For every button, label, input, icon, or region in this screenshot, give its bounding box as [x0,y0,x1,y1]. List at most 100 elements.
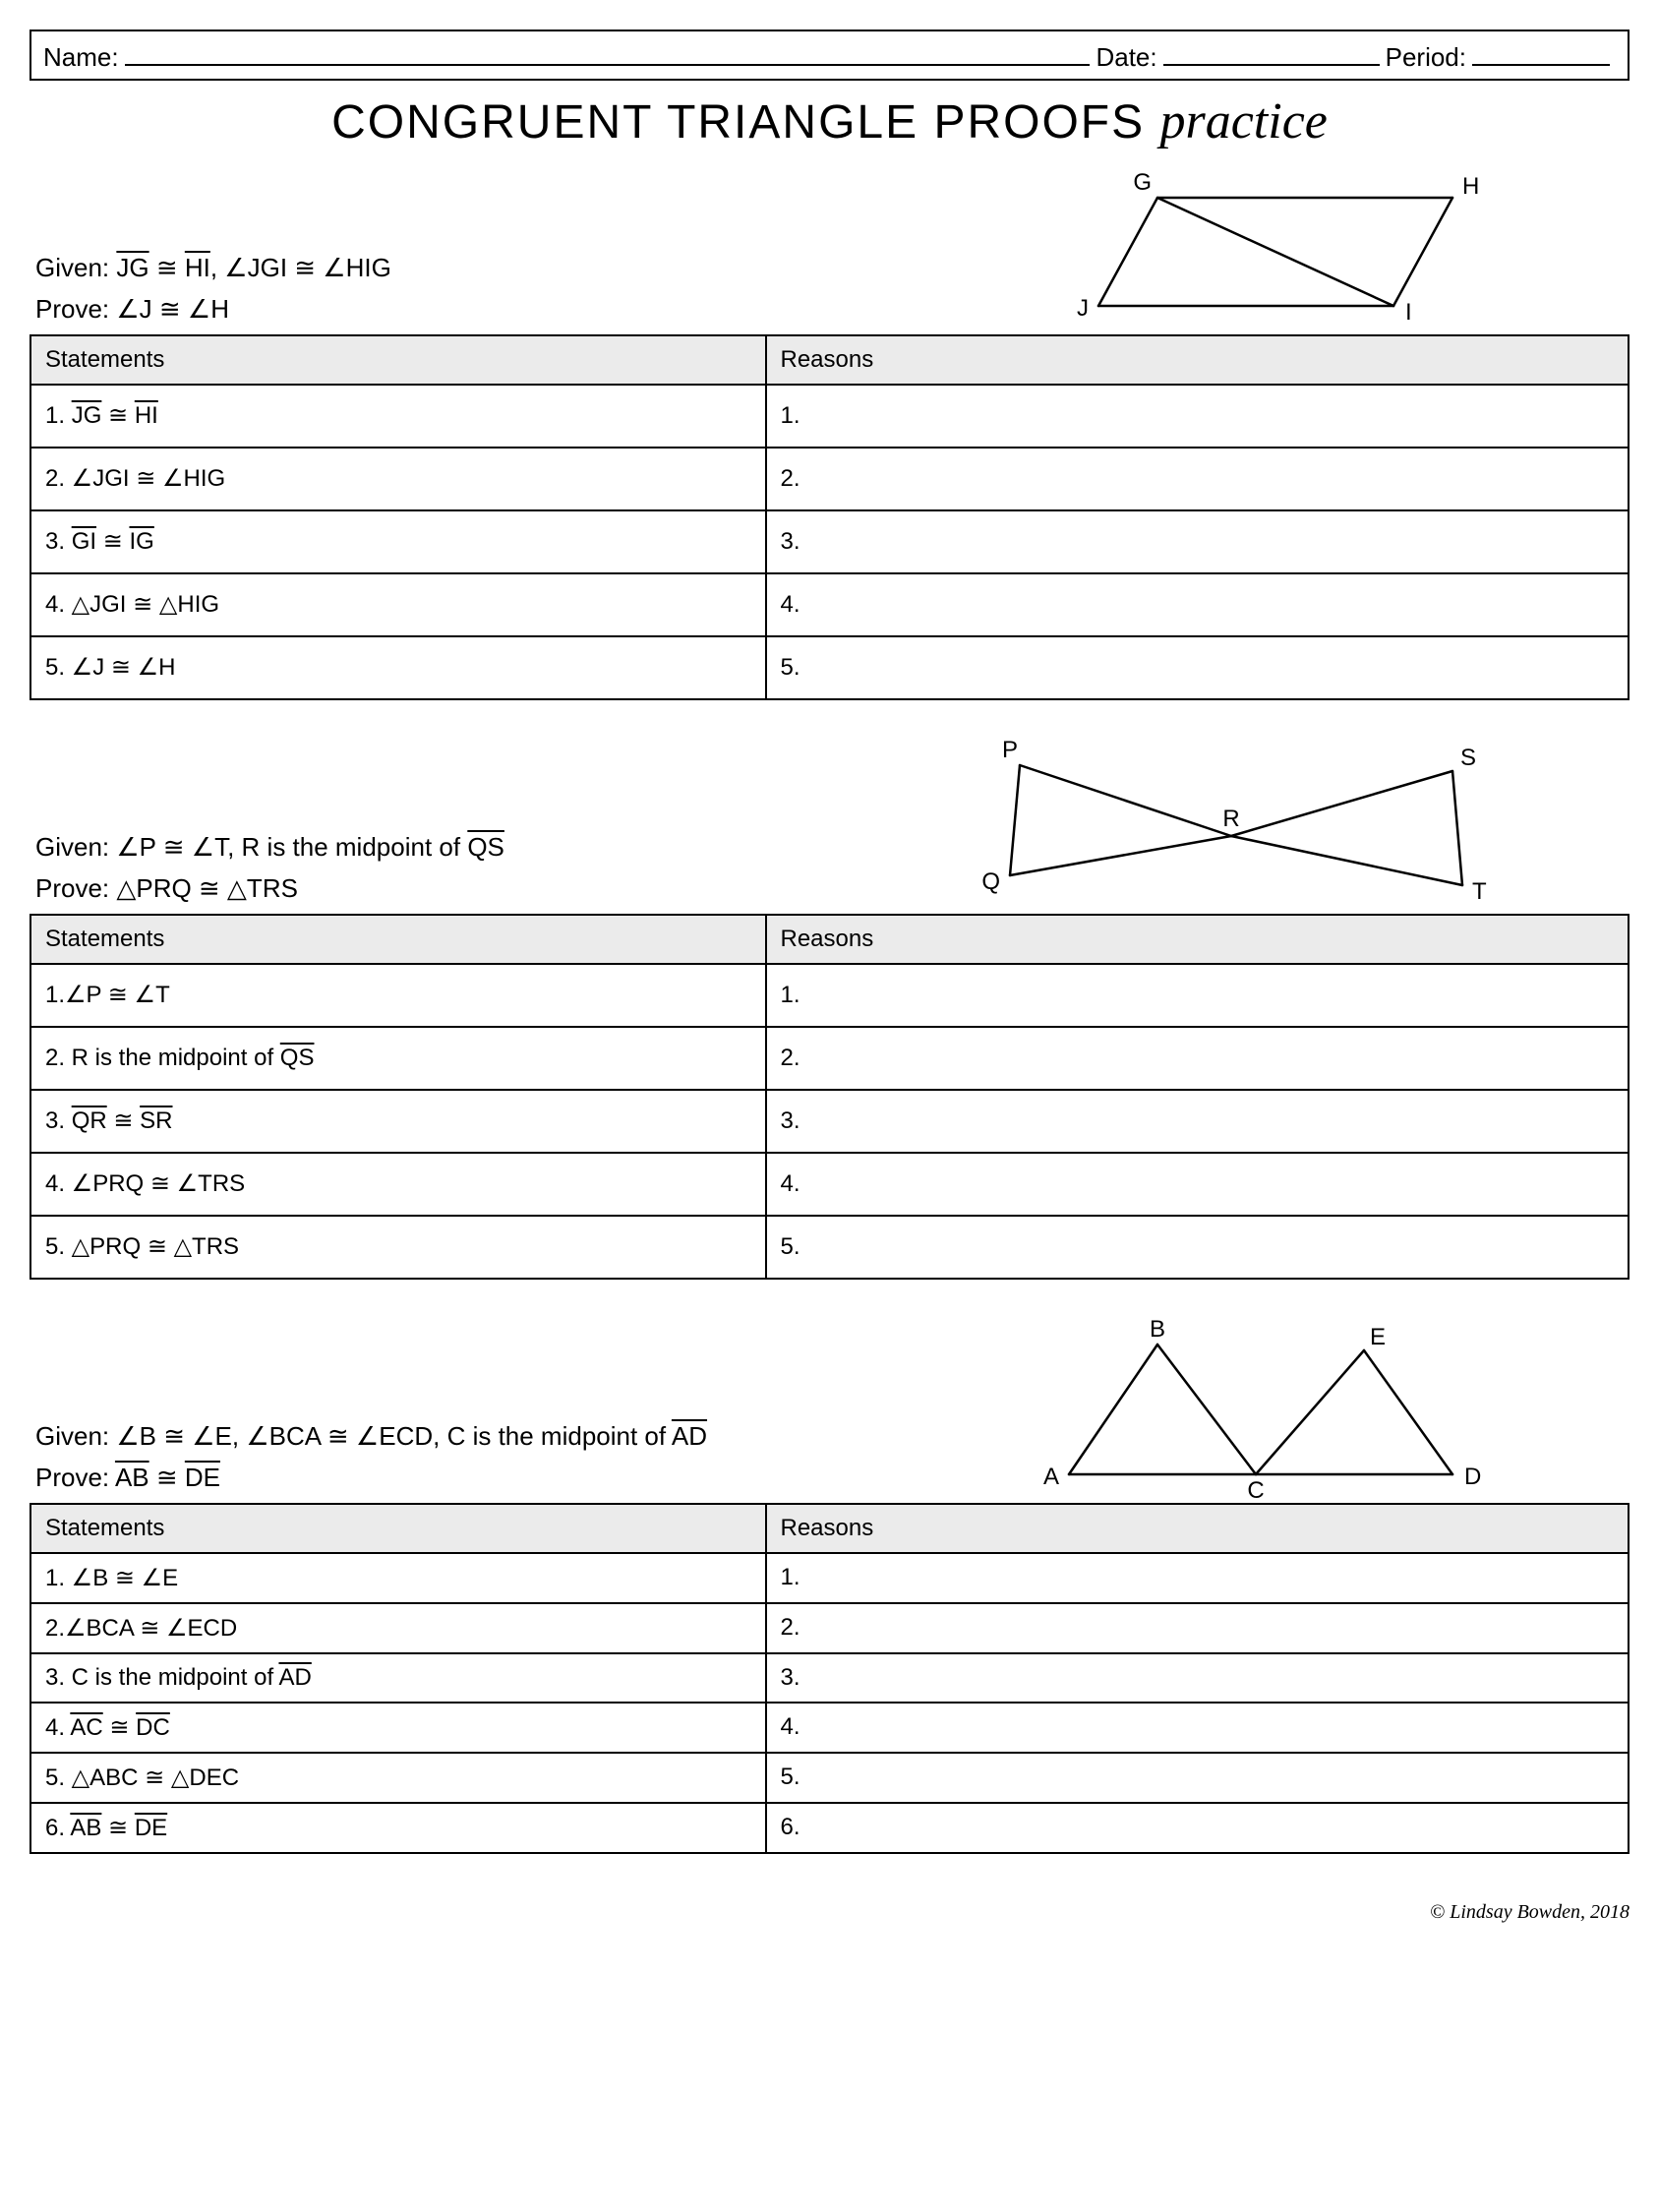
svg-text:Q: Q [981,868,1000,895]
svg-text:R: R [1222,806,1239,832]
svg-text:A: A [1043,1464,1059,1490]
problem-1: Given: JG ≅ HI, ∠JGI ≅ ∠HIG Prove: ∠J ≅ … [30,178,1629,700]
proof-table: Statements Reasons 1. JG ≅ HI 1. 2. ∠JGI… [30,334,1629,700]
name-blank[interactable] [125,37,1091,66]
table-header-row: Statements Reasons [30,915,1629,964]
svg-text:P: P [1002,737,1018,763]
statement-cell: 5. △PRQ ≅ △TRS [30,1216,766,1279]
table-row: 4. AC ≅ DC 4. [30,1703,1629,1753]
svg-text:I: I [1405,299,1412,326]
reason-cell[interactable]: 5. [766,1753,1629,1803]
table-row: 4. △JGI ≅ △HIG 4. [30,573,1629,636]
statement-cell: 1.∠P ≅ ∠T [30,964,766,1027]
given-prove: Given: JG ≅ HI, ∠JGI ≅ ∠HIG Prove: ∠J ≅ … [30,248,391,329]
table-row: 2. ∠JGI ≅ ∠HIG 2. [30,448,1629,510]
col-header-reasons: Reasons [766,335,1629,385]
reason-cell[interactable]: 5. [766,1216,1629,1279]
statement-cell: 1. JG ≅ HI [30,385,766,448]
statement-cell: 2. ∠JGI ≅ ∠HIG [30,448,766,510]
problem-3: Given: ∠B ≅ ∠E, ∠BCA ≅ ∠ECD, C is the mi… [30,1327,1629,1854]
proof-table: Statements Reasons 1.∠P ≅ ∠T 1. 2. R is … [30,914,1629,1280]
statement-cell: 4. AC ≅ DC [30,1703,766,1753]
figure-wrap: PQRST [980,747,1629,910]
given-line: Given: ∠P ≅ ∠T, R is the midpoint of QS [35,827,504,868]
title-sub: practice [1159,93,1327,149]
statement-cell: 6. AB ≅ DE [30,1803,766,1853]
figure-wrap: ABCDE [1039,1327,1629,1499]
svg-text:H: H [1462,173,1479,200]
svg-text:E: E [1370,1324,1386,1350]
given-line: Given: JG ≅ HI, ∠JGI ≅ ∠HIG [35,248,391,289]
reason-cell[interactable]: 1. [766,1553,1629,1603]
problem-top: Given: ∠P ≅ ∠T, R is the midpoint of QS … [30,747,1629,910]
col-header-reasons: Reasons [766,1504,1629,1553]
statement-cell: 5. ∠J ≅ ∠H [30,636,766,699]
proof-table: Statements Reasons 1. ∠B ≅ ∠E 1. 2.∠BCA … [30,1503,1629,1854]
table-row: 5. △ABC ≅ △DEC 5. [30,1753,1629,1803]
table-row: 3. C is the midpoint of AD 3. [30,1653,1629,1703]
prove-line: Prove: △PRQ ≅ △TRS [35,868,504,910]
reason-cell[interactable]: 4. [766,1153,1629,1216]
table-row: 3. QR ≅ SR 3. [30,1090,1629,1153]
page-title: CONGRUENT TRIANGLE PROOFS practice [30,92,1629,150]
problem-top: Given: JG ≅ HI, ∠JGI ≅ ∠HIG Prove: ∠J ≅ … [30,178,1629,330]
table-header-row: Statements Reasons [30,335,1629,385]
statement-cell: 5. △ABC ≅ △DEC [30,1753,766,1803]
table-row: 1.∠P ≅ ∠T 1. [30,964,1629,1027]
given-prove: Given: ∠P ≅ ∠T, R is the midpoint of QS … [30,827,504,909]
problems-container: Given: JG ≅ HI, ∠JGI ≅ ∠HIG Prove: ∠J ≅ … [30,178,1629,1854]
table-row: 3. GI ≅ IG 3. [30,510,1629,573]
reason-cell[interactable]: 3. [766,1653,1629,1703]
statement-cell: 1. ∠B ≅ ∠E [30,1553,766,1603]
statement-cell: 3. QR ≅ SR [30,1090,766,1153]
period-blank[interactable] [1472,37,1610,66]
figure-bow-tie: PQRST [980,747,1492,905]
table-row: 5. ∠J ≅ ∠H 5. [30,636,1629,699]
given-line: Given: ∠B ≅ ∠E, ∠BCA ≅ ∠ECD, C is the mi… [35,1416,707,1458]
reason-cell[interactable]: 4. [766,1703,1629,1753]
reason-cell[interactable]: 1. [766,385,1629,448]
table-row: 6. AB ≅ DE 6. [30,1803,1629,1853]
problem-top: Given: ∠B ≅ ∠E, ∠BCA ≅ ∠ECD, C is the mi… [30,1327,1629,1499]
reason-cell[interactable]: 2. [766,1027,1629,1090]
title-main: CONGRUENT TRIANGLE PROOFS [331,96,1145,149]
table-row: 1. ∠B ≅ ∠E 1. [30,1553,1629,1603]
col-header-reasons: Reasons [766,915,1629,964]
date-blank[interactable] [1163,37,1380,66]
reason-cell[interactable]: 3. [766,510,1629,573]
prove-line: Prove: AB ≅ DE [35,1458,707,1499]
reason-cell[interactable]: 3. [766,1090,1629,1153]
statement-cell: 4. △JGI ≅ △HIG [30,573,766,636]
col-header-statements: Statements [30,1504,766,1553]
svg-text:D: D [1464,1464,1481,1490]
period-label: Period: [1386,42,1466,73]
col-header-statements: Statements [30,915,766,964]
name-label: Name: [43,42,119,73]
reason-cell[interactable]: 5. [766,636,1629,699]
reason-cell[interactable]: 1. [766,964,1629,1027]
svg-text:C: C [1247,1477,1264,1504]
prove-line: Prove: ∠J ≅ ∠H [35,289,391,330]
table-header-row: Statements Reasons [30,1504,1629,1553]
date-label: Date: [1096,42,1156,73]
svg-text:G: G [1133,169,1152,196]
statement-cell: 3. C is the midpoint of AD [30,1653,766,1703]
reason-cell[interactable]: 2. [766,1603,1629,1653]
reason-cell[interactable]: 2. [766,448,1629,510]
header-strip: Name: Date: Period: [30,30,1629,81]
figure-parallelogram-with-diagonal: GHJI [1069,178,1492,326]
statement-cell: 4. ∠PRQ ≅ ∠TRS [30,1153,766,1216]
figure-wrap: GHJI [1069,178,1629,330]
statement-cell: 3. GI ≅ IG [30,510,766,573]
col-header-statements: Statements [30,335,766,385]
reason-cell[interactable]: 6. [766,1803,1629,1853]
reason-cell[interactable]: 4. [766,573,1629,636]
svg-text:S: S [1460,745,1476,771]
table-row: 2.∠BCA ≅ ∠ECD 2. [30,1603,1629,1653]
problem-2: Given: ∠P ≅ ∠T, R is the midpoint of QS … [30,747,1629,1280]
table-row: 2. R is the midpoint of QS 2. [30,1027,1629,1090]
footer-credit: © Lindsay Bowden, 2018 [30,1901,1629,1924]
table-row: 4. ∠PRQ ≅ ∠TRS 4. [30,1153,1629,1216]
svg-text:T: T [1472,878,1487,905]
table-row: 5. △PRQ ≅ △TRS 5. [30,1216,1629,1279]
